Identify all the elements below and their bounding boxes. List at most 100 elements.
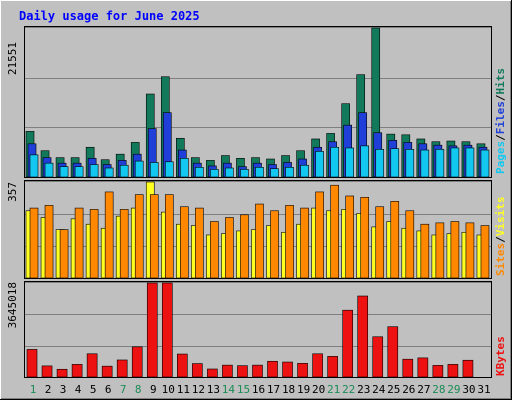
legend-sep-1: / (494, 134, 507, 141)
bar-kbytes-day-11 (177, 353, 188, 378)
bar-pages-day-23 (360, 145, 370, 178)
bar-sites-day-2 (44, 205, 54, 279)
day-label-29: 29 (447, 383, 460, 396)
x-axis-day-labels: 1 2 3 4 5 6 7 8 9 10 11 12 13 14 15 16 17 18 19 20 21 22 23 24 2… (30, 383, 491, 396)
bar-kbytes-day-16 (252, 364, 263, 378)
bar-sites-day-28 (435, 222, 445, 279)
bar-pages-day-4 (74, 166, 84, 178)
bar-kbytes-day-24 (372, 336, 384, 378)
bar-sites-day-20 (315, 191, 324, 279)
bar-pages-day-10 (164, 161, 174, 178)
bar-pages-day-22 (345, 147, 354, 178)
day-label-21: 21 (327, 383, 340, 396)
day-label-17: 17 (267, 383, 280, 396)
bar-pages-day-2 (44, 162, 54, 178)
day-label-2: 2 (45, 383, 52, 396)
day-label-31: 31 (477, 383, 490, 396)
bar-pages-day-16 (255, 167, 264, 178)
day-label-19: 19 (297, 383, 310, 396)
bar-sites-day-23 (360, 197, 370, 279)
bar-pages-day-24 (375, 149, 385, 178)
bar-kbytes-day-5 (86, 353, 98, 378)
day-label-9: 9 (150, 383, 157, 396)
day-label-10: 10 (162, 383, 175, 396)
bar-kbytes-day-28 (432, 365, 444, 378)
bar-pages-day-7 (119, 164, 129, 178)
bar-kbytes-day-29 (447, 364, 459, 378)
legend-hits: Hits (494, 68, 507, 95)
bar-sites-day-14 (225, 217, 234, 279)
bar-kbytes-day-8 (131, 346, 143, 378)
legend-visits: Visits (494, 197, 507, 237)
bar-sites-day-18 (285, 205, 294, 279)
bar-sites-day-15 (240, 214, 249, 279)
day-label-11: 11 (177, 383, 190, 396)
bar-sites-day-9 (149, 194, 159, 279)
bar-sites-day-24 (375, 206, 385, 279)
legend-sep-2: / (494, 94, 507, 101)
legend-hits-files-pages: Pages/Files/Hits (494, 68, 507, 174)
day-label-3: 3 (60, 383, 67, 396)
bar-sites-day-26 (405, 210, 415, 279)
bar-kbytes-day-3 (56, 368, 68, 378)
day-label-6: 6 (105, 383, 112, 396)
chart-title: Daily usage for June 2025 (19, 9, 200, 23)
bar-kbytes-day-12 (192, 363, 203, 378)
bar-pages-day-30 (465, 147, 475, 178)
legend-visits-sites: Sites/Visits (494, 197, 507, 277)
day-label-26: 26 (402, 383, 415, 396)
day-label-20: 20 (312, 383, 325, 396)
bar-sites-day-12 (195, 207, 204, 279)
bar-sites-day-5 (89, 209, 99, 279)
bar-pages-day-17 (270, 168, 279, 178)
day-label-7: 7 (120, 383, 127, 396)
ymax-label-hits: 21551 (6, 42, 19, 75)
bar-kbytes-day-6 (101, 365, 113, 378)
bar-pages-day-27 (420, 149, 430, 178)
bar-pages-day-3 (59, 166, 69, 178)
bar-kbytes-day-27 (417, 357, 429, 378)
legend-kbytes: KBytes (494, 336, 507, 376)
bar-sites-day-7 (119, 209, 129, 279)
bar-kbytes-day-22 (342, 309, 353, 378)
bar-kbytes-day-30 (462, 359, 474, 378)
bar-kbytes-day-15 (237, 365, 248, 378)
ymax-label-kbytes: 3645018 (6, 282, 19, 328)
bar-sites-day-19 (300, 207, 309, 279)
ymax-label-visits: 357 (6, 182, 19, 202)
bar-kbytes-day-13 (207, 368, 218, 378)
day-label-18: 18 (282, 383, 295, 396)
day-label-28: 28 (432, 383, 445, 396)
bar-pages-day-12 (195, 167, 204, 178)
legend-files: Files (494, 101, 507, 134)
bar-kbytes-day-20 (312, 353, 323, 378)
day-label-13: 13 (207, 383, 220, 396)
bar-kbytes-day-1 (26, 349, 38, 378)
bar-kbytes-day-18 (282, 361, 293, 378)
day-label-16: 16 (252, 383, 265, 396)
bar-pages-day-1 (29, 154, 39, 178)
bar-sites-day-17 (270, 210, 279, 279)
bar-pages-day-31 (480, 149, 490, 178)
panel-bevels (25, 27, 491, 283)
day-label-30: 30 (462, 383, 475, 396)
bar-pages-day-20 (315, 151, 324, 178)
bar-pages-day-13 (210, 169, 219, 178)
day-label-25: 25 (387, 383, 400, 396)
bar-sites-day-6 (104, 191, 114, 279)
bar-kbytes-day-23 (357, 295, 369, 378)
bar-sites-day-4 (74, 207, 84, 279)
bar-sites-day-22 (345, 195, 354, 279)
bar-pages-day-11 (180, 158, 189, 178)
day-label-4: 4 (75, 383, 82, 396)
legend-pages: Pages (494, 141, 507, 174)
bar-kbytes-day-26 (402, 358, 414, 378)
bar-pages-day-5 (89, 164, 99, 178)
day-label-15: 15 (237, 383, 250, 396)
bar-kbytes-day-2 (41, 365, 53, 378)
bar-sites-day-10 (164, 194, 174, 279)
bar-pages-day-28 (435, 149, 445, 178)
bars (25, 27, 490, 378)
bar-kbytes-day-14 (222, 364, 233, 378)
day-label-1: 1 (30, 383, 37, 396)
